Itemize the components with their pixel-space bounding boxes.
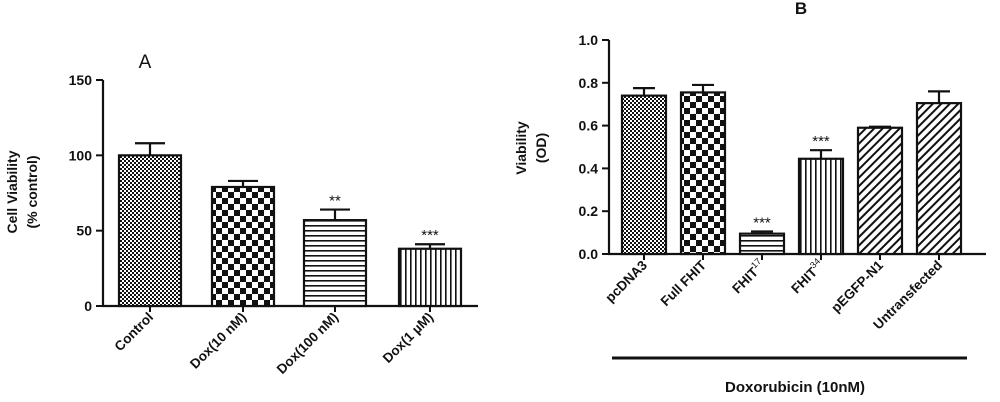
panel-a-chart: A Cell Viability (% control) 0 50 100 150 C…: [4, 52, 478, 377]
panel-a-bar-group: ** Dox(100 nM): [274, 193, 368, 377]
panel-a-ylabel-line2: (% control): [24, 155, 40, 228]
panel-a-significance-label: **: [329, 193, 341, 210]
panel-b-xtick-label: Full FHIT: [658, 257, 710, 309]
panel-a-xtick-label: Dox(100 nM): [274, 310, 341, 377]
panel-b-xtick-label: pEGFP-N1: [828, 257, 886, 315]
panel-b-significance-label: ***: [812, 133, 830, 150]
panel-a-significance-label: ***: [421, 227, 439, 244]
panel-b-ytick-label: 0.2: [579, 203, 599, 219]
panel-b-ytick-label: 0.0: [579, 246, 599, 262]
panel-b-ytick-label: 0.6: [579, 118, 599, 134]
panel-b-ytick-label: 0.4: [579, 160, 599, 176]
panel-a-xtick-label: Dox(1 µM): [380, 310, 436, 366]
panel-a-label: A: [139, 52, 152, 73]
panel-b-ylabel-line1: Viability: [513, 121, 529, 175]
panel-b-ylabel-line2: (OD): [533, 133, 549, 163]
panel-a-bar: [302, 219, 368, 308]
panel-b-xtick-label: pcDNA3: [602, 257, 650, 305]
panel-b-bar: [915, 102, 963, 256]
treatment-bracket-label: Doxorubicin (10nM): [725, 379, 865, 396]
panel-a-ytick-label: 100: [69, 147, 93, 163]
panel-b-bar: [679, 91, 727, 256]
panel-a-ytick-label: 50: [76, 223, 92, 239]
panel-b-chart: B Viability (OD) 0.0 0.2 0.4 0.6 0.8 1.0 pcDN…: [513, 0, 986, 396]
panel-a-bar: [397, 247, 463, 308]
panel-b-xtick-label: FHIT17: [728, 256, 768, 296]
panel-a-bar-group: Control: [112, 142, 183, 355]
panel-b-bar-group: Full FHIT: [658, 83, 727, 309]
panel-b-bar: [797, 157, 845, 256]
panel-b-label: B: [795, 0, 807, 18]
panel-a-bar-group: Dox(10 nM): [187, 179, 276, 372]
panel-a-bar: [210, 185, 276, 308]
panel-b-bar-group: *** FHIT17: [728, 215, 786, 296]
panel-a-xtick-label: Control: [112, 310, 157, 355]
panel-a-bar: [117, 154, 183, 308]
panel-b-bar-group: *** FHIT34: [787, 133, 845, 296]
panel-b-bar: [738, 232, 786, 256]
panel-b-bar: [856, 126, 904, 256]
panel-a-ylabel-line1: Cell Viability: [4, 150, 20, 233]
panel-b-significance-label: ***: [753, 215, 771, 232]
panel-b-bar-group: pcDNA3: [602, 87, 668, 305]
panel-b-ytick-label: 1.0: [579, 32, 599, 48]
panel-a-ytick-label: 0: [84, 298, 92, 314]
panel-b-xtick-label: FHIT34: [787, 256, 827, 296]
panel-b-ytick-label: 0.8: [579, 75, 599, 91]
panel-b-bar: [620, 94, 668, 256]
panel-a-bar-group: *** Dox(1 µM): [380, 227, 463, 366]
panel-a-xtick-label: Dox(10 nM): [187, 310, 249, 372]
panel-a-ytick-label: 150: [69, 72, 93, 88]
